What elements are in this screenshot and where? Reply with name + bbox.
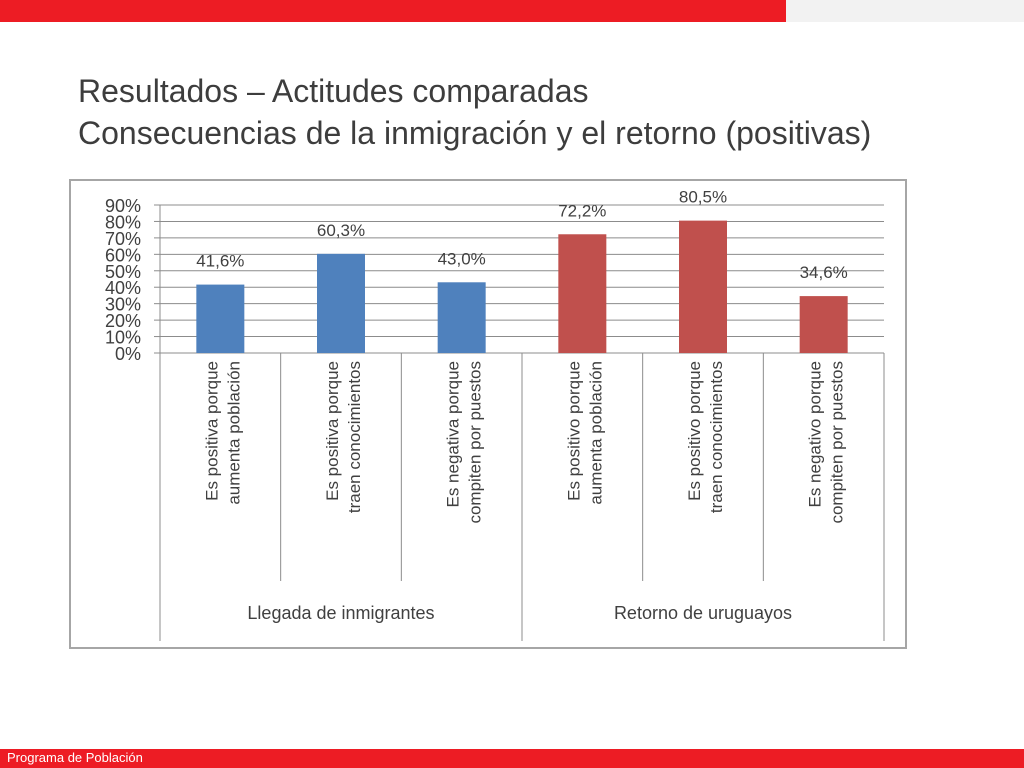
slide-title: Resultados – Actitudes comparadas Consec… bbox=[78, 70, 1008, 154]
category-label-line: compiten por puestos bbox=[828, 361, 847, 524]
data-label: 80,5% bbox=[679, 188, 727, 207]
y-tick-label: 50% bbox=[105, 262, 141, 282]
category-label: Es positivo porque traen conocimientos bbox=[685, 361, 726, 513]
group-label: Retorno de uruguayos bbox=[614, 603, 792, 623]
category-label-line: Es positivo porque bbox=[564, 361, 583, 501]
footer-bar: Programa de Población bbox=[0, 749, 1024, 768]
bar-chart: 0%10%20%30%40%50%60%70%80%90% 41,6% 60,3% 4… bbox=[105, 188, 885, 641]
chart-frame: 0% 10% 20% 30% 40% 50% 60% 70% 80% 90% 41,6% 60,3% 4… bbox=[69, 179, 907, 649]
y-tick-label: 0% bbox=[115, 344, 141, 364]
data-label: 60,3% bbox=[317, 221, 365, 240]
y-tick-label: 70% bbox=[105, 229, 141, 249]
y-tick-label: 40% bbox=[105, 278, 141, 298]
category-label: Es positivo porque aumenta población bbox=[564, 361, 605, 505]
data-label: 72,2% bbox=[558, 201, 606, 220]
top-grey-bar bbox=[786, 0, 1024, 22]
category-label-line: Es negativo porque bbox=[806, 361, 825, 508]
category-label-line: Es positiva porque bbox=[202, 361, 221, 501]
y-tick-label: 10% bbox=[105, 328, 141, 348]
y-tick-label: 30% bbox=[105, 295, 141, 315]
bar bbox=[437, 282, 486, 353]
y-tick-label: 90% bbox=[105, 196, 141, 216]
data-label: 34,6% bbox=[800, 263, 848, 282]
group-label: Llegada de inmigrantes bbox=[247, 603, 434, 623]
bar bbox=[799, 296, 848, 353]
bar bbox=[679, 220, 727, 353]
category-label: Es positiva porque aumenta población bbox=[202, 361, 243, 505]
title-line-1: Resultados – Actitudes comparadas bbox=[78, 73, 589, 109]
category-label-line: Es positivo porque bbox=[685, 361, 704, 501]
data-label: 41,6% bbox=[196, 252, 244, 271]
category-label-line: traen conocimientos bbox=[707, 361, 726, 513]
category-label: Es negativa porque compiten por puestos bbox=[444, 361, 485, 524]
category-label-line: Es negativa porque bbox=[444, 361, 463, 508]
y-tick-label: 20% bbox=[105, 311, 141, 331]
category-label-line: traen conocimientos bbox=[345, 361, 364, 513]
title-line-2: Consecuencias de la inmigración y el ret… bbox=[78, 115, 872, 151]
footer-text: Programa de Población bbox=[7, 750, 143, 765]
bar bbox=[317, 253, 365, 353]
category-label-line: aumenta población bbox=[224, 361, 243, 505]
y-tick-label: 60% bbox=[105, 245, 141, 265]
bar bbox=[196, 284, 245, 353]
y-tick-label: 80% bbox=[105, 212, 141, 232]
category-label: Es negativo porque compiten por puestos bbox=[806, 361, 847, 524]
data-label: 43,0% bbox=[438, 249, 486, 268]
category-label-line: aumenta población bbox=[586, 361, 605, 505]
category-label: Es positiva porque traen conocimientos bbox=[323, 361, 364, 513]
category-label-line: Es positiva porque bbox=[323, 361, 342, 501]
top-accent-bar bbox=[0, 0, 786, 22]
category-label-line: compiten por puestos bbox=[466, 361, 485, 524]
bar bbox=[558, 234, 607, 353]
